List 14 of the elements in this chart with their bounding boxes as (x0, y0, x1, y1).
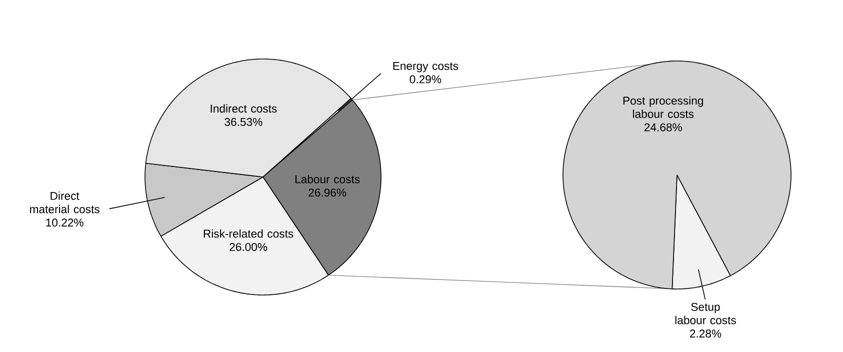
slice-label: Labour costs (295, 174, 360, 184)
data-label: 2.28% (690, 330, 722, 338)
data-label: 26.96% (308, 188, 346, 197)
slice-label: Setup labour costs (675, 302, 736, 324)
slice-label: Risk-related costs (204, 229, 294, 238)
slice-label: Energy costs (393, 62, 458, 72)
data-label: 0.29% (410, 75, 442, 84)
data-label: 26.00% (230, 243, 268, 252)
data-label: 36.53% (224, 118, 262, 126)
slice-label: Post processing labour costs (623, 96, 704, 118)
slice-label: Direct material costs (30, 192, 100, 214)
data-label: 10.22% (46, 218, 84, 227)
data-label: 24.68% (644, 123, 682, 132)
slice-label: Indirect costs (210, 104, 277, 113)
